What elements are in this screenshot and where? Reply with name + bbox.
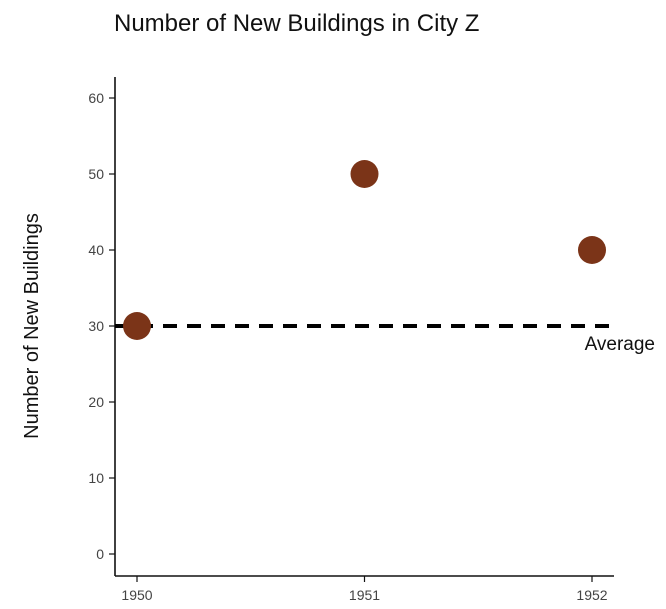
x-tick-label: 1950 [121, 587, 152, 603]
scatter-point [123, 312, 151, 340]
y-tick-label: 30 [88, 318, 104, 334]
y-axis-label: Number of New Buildings [21, 213, 43, 439]
average-reference-label: Average [585, 334, 655, 355]
y-tick-label: 50 [88, 166, 104, 182]
scatter-point [578, 236, 606, 264]
chart-title: Number of New Buildings in City Z [114, 10, 479, 37]
y-tick-label: 10 [88, 470, 104, 486]
y-axis-ticks: 0 10 20 30 40 50 60 [88, 90, 115, 562]
x-tick-label: 1952 [576, 587, 607, 603]
x-tick-label: 1951 [349, 587, 380, 603]
y-tick-label: 20 [88, 394, 104, 410]
data-points [123, 160, 606, 340]
x-axis-ticks: 1950 1951 1952 [121, 576, 608, 603]
y-tick-label: 60 [88, 90, 104, 106]
scatter-point [350, 160, 379, 188]
plot-area: 0 10 20 30 40 50 60 1950 1951 1952 Average [88, 77, 655, 603]
y-tick-label: 0 [96, 546, 104, 562]
y-tick-label: 40 [88, 242, 104, 258]
